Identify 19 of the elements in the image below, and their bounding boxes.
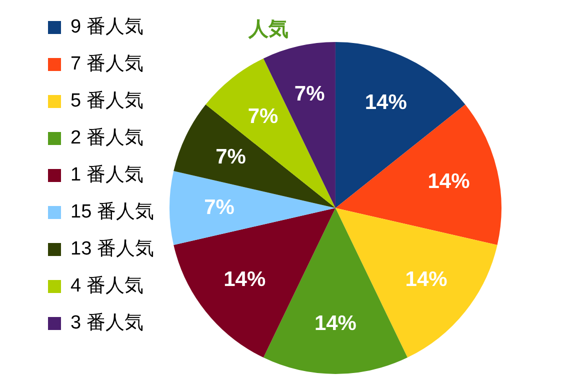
data-label: 14%: [405, 268, 448, 292]
legend-label: 2 番人気: [70, 128, 144, 149]
data-label: 7%: [216, 145, 246, 168]
chart-title: 人気: [248, 18, 288, 41]
legend-label: 13 番人気: [70, 238, 154, 260]
data-label: 14%: [224, 268, 266, 292]
data-label: 7%: [248, 104, 279, 128]
legend-label: 15 番人気: [70, 202, 154, 223]
legend-label: 7 番人気: [70, 54, 144, 75]
data-label: 14%: [364, 91, 408, 114]
data-label: 14%: [428, 170, 470, 193]
data-label: 7%: [294, 82, 326, 106]
legend-label: 3 番人気: [70, 312, 144, 334]
legend-label: 4 番人気: [70, 276, 144, 297]
legend-label: 5 番人気: [70, 90, 144, 112]
legend-label: 9 番人気: [70, 16, 144, 38]
data-label: 14%: [314, 312, 357, 335]
data-label: 7%: [204, 196, 235, 219]
legend-label: 1 番人気: [70, 164, 144, 186]
